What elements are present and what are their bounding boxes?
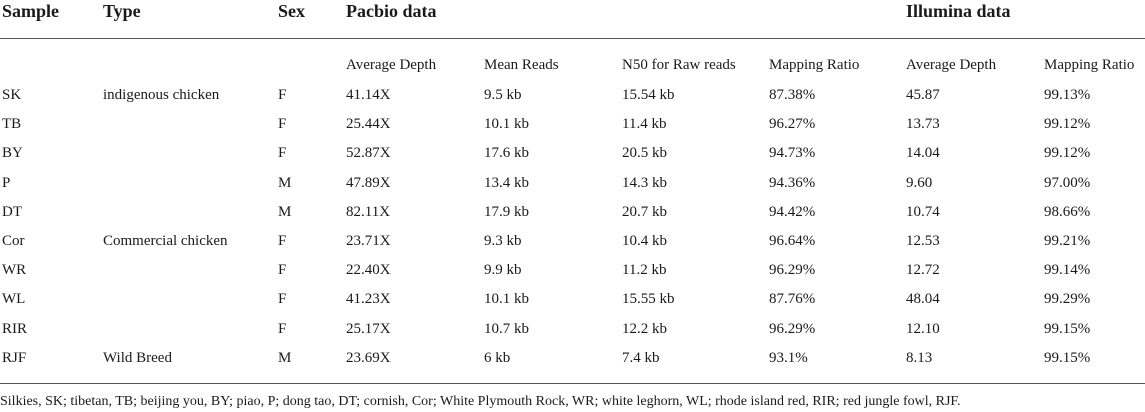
table-cell: 98.66% (1044, 204, 1091, 220)
subheader-cell: Mapping Ratio (1044, 57, 1135, 73)
table-cell: 11.2 kb (622, 262, 667, 278)
table-cell: 41.23X (346, 291, 391, 307)
table-cell: F (278, 321, 287, 337)
table-cell: M (278, 204, 292, 220)
table-cell: 41.14X (346, 87, 391, 103)
table-cell: F (278, 116, 287, 132)
table-cell: F (278, 262, 287, 278)
table-cell: 13.73 (906, 116, 940, 132)
table-cell: BY (2, 145, 23, 161)
table-cell: 82.11X (346, 204, 391, 220)
table-cell: RJF (2, 350, 27, 366)
table-cell: 25.17X (346, 321, 391, 337)
subheader-cell: Average Depth (906, 57, 997, 73)
table-cell: Cor (2, 233, 25, 249)
table-cell: 11.4 kb (622, 116, 667, 132)
table-cell: 15.54 kb (622, 87, 675, 103)
subheader-cell: Average Depth (346, 57, 437, 73)
table-cell: 12.53 (906, 233, 940, 249)
table-cell: 14.04 (906, 145, 940, 161)
table-cell: 8.13 (906, 350, 933, 366)
header-pacbio: Pacbio data (346, 1, 437, 21)
table-cell: 17.6 kb (484, 145, 529, 161)
footnote: Silkies, SK; tibetan, TB; beijing you, B… (0, 394, 961, 409)
table-cell: 9.3 kb (484, 233, 522, 249)
table-cell: 20.7 kb (622, 204, 667, 220)
table-cell: 10.4 kb (622, 233, 667, 249)
table-cell: 10.1 kb (484, 116, 529, 132)
subheader-cell: Mean Reads (484, 57, 559, 73)
table-cell: P (2, 175, 11, 191)
table-cell: 99.12% (1044, 145, 1091, 161)
table-cell: 22.40X (346, 262, 391, 278)
table-cell: WL (2, 291, 26, 307)
table-cell: 12.2 kb (622, 321, 667, 337)
table-cell: 12.10 (906, 321, 940, 337)
table-cell: 13.4 kb (484, 175, 529, 191)
subheader-cell: Mapping Ratio (769, 57, 860, 73)
table-cell: 52.87X (346, 145, 391, 161)
table-cell: 15.55 kb (622, 291, 675, 307)
table-cell: DT (2, 204, 22, 220)
table-cell: F (278, 145, 287, 161)
table-cell: 20.5 kb (622, 145, 667, 161)
table-cell: 14.3 kb (622, 175, 667, 191)
table-cell: 6 kb (484, 350, 511, 366)
table-cell: 94.73% (769, 145, 816, 161)
table-cell: 9.9 kb (484, 262, 522, 278)
table-cell: 10.7 kb (484, 321, 529, 337)
table-cell: 99.13% (1044, 87, 1091, 103)
table-cell: 96.29% (769, 262, 816, 278)
table-cell: 45.87 (906, 87, 940, 103)
table-cell: 96.29% (769, 321, 816, 337)
table-cell: 7.4 kb (622, 350, 660, 366)
table-cell: 23.71X (346, 233, 391, 249)
table-cell: 99.29% (1044, 291, 1091, 307)
table-cell: 10.74 (906, 204, 940, 220)
table-cell: 99.15% (1044, 350, 1091, 366)
header-sample: Sample (2, 1, 60, 21)
table-cell: WR (2, 262, 27, 278)
table-cell: Commercial chicken (103, 233, 228, 249)
table-cell: F (278, 87, 287, 103)
table-cell: Wild Breed (103, 350, 172, 366)
table-cell: M (278, 350, 292, 366)
table-cell: 25.44X (346, 116, 391, 132)
table-cell: indigenous chicken (103, 87, 220, 103)
table-cell: 9.5 kb (484, 87, 522, 103)
table-cell: F (278, 233, 287, 249)
table-cell: M (278, 175, 292, 191)
table-cell: F (278, 291, 287, 307)
table-cell: 9.60 (906, 175, 933, 191)
table-cell: 94.36% (769, 175, 816, 191)
table-cell: 87.76% (769, 291, 816, 307)
footer-rule (0, 383, 1145, 384)
table-cell: RIR (2, 321, 28, 337)
table-cell: 47.89X (346, 175, 391, 191)
subheader-cell: N50 for Raw reads (622, 57, 736, 73)
table-cell: 10.1 kb (484, 291, 529, 307)
table-cell: 99.21% (1044, 233, 1091, 249)
table-cell: 12.72 (906, 262, 940, 278)
table-cell: 99.15% (1044, 321, 1091, 337)
table-cell: 94.42% (769, 204, 816, 220)
header-illumina: Illumina data (906, 1, 1011, 21)
table-cell: 23.69X (346, 350, 391, 366)
table-cell: 96.27% (769, 116, 816, 132)
table-cell: SK (2, 87, 22, 103)
header-type: Type (103, 1, 141, 21)
table-cell: 87.38% (769, 87, 816, 103)
table-cell: TB (2, 116, 22, 132)
table-cell: 48.04 (906, 291, 940, 307)
table-cell: 99.14% (1044, 262, 1091, 278)
header-rule (0, 38, 1145, 39)
header-sex: Sex (278, 1, 305, 21)
table-cell: 97.00% (1044, 175, 1091, 191)
table-cell: 93.1% (769, 350, 808, 366)
table-cell: 17.9 kb (484, 204, 529, 220)
table-cell: 96.64% (769, 233, 816, 249)
table-cell: 99.12% (1044, 116, 1091, 132)
